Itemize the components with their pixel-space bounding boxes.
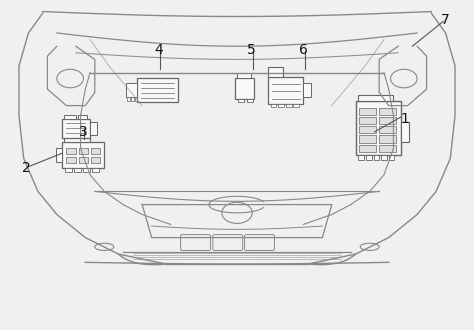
Bar	[286, 104, 292, 107]
Bar	[83, 168, 90, 172]
Text: 4: 4	[155, 43, 163, 56]
Bar	[127, 97, 130, 101]
Bar	[65, 168, 72, 172]
Text: 2: 2	[22, 161, 30, 175]
Bar	[271, 104, 276, 107]
Bar	[389, 155, 394, 160]
Bar	[268, 67, 283, 77]
Bar	[131, 97, 134, 101]
Bar	[359, 126, 376, 133]
Text: 6: 6	[299, 43, 308, 56]
Bar	[62, 142, 104, 168]
Bar	[366, 155, 372, 160]
Bar	[268, 77, 303, 104]
Bar	[381, 155, 387, 160]
Bar	[78, 115, 87, 119]
Bar	[90, 122, 97, 135]
Bar	[91, 157, 100, 163]
Bar	[126, 82, 137, 97]
Bar	[359, 145, 376, 152]
Bar	[92, 168, 99, 172]
Bar	[356, 101, 401, 155]
Bar	[66, 157, 76, 163]
Bar	[91, 148, 100, 154]
Bar	[79, 157, 88, 163]
Bar	[293, 104, 299, 107]
Bar	[379, 145, 396, 152]
Text: 5: 5	[247, 43, 255, 56]
Bar	[401, 122, 409, 142]
Bar	[358, 155, 364, 160]
Bar	[359, 135, 376, 143]
Bar	[64, 115, 76, 119]
Bar	[247, 99, 253, 102]
Text: 3: 3	[79, 125, 87, 139]
Bar	[79, 148, 88, 154]
Bar	[66, 148, 76, 154]
Bar	[379, 126, 396, 133]
Bar	[237, 73, 251, 78]
Bar	[238, 99, 244, 102]
Bar	[135, 97, 137, 101]
Bar	[74, 168, 81, 172]
Bar	[56, 148, 62, 162]
Text: 7: 7	[441, 13, 450, 27]
Bar	[62, 119, 90, 138]
Bar	[235, 78, 254, 99]
Bar	[278, 104, 284, 107]
Text: 1: 1	[401, 112, 410, 126]
Bar	[379, 135, 396, 143]
Bar	[358, 95, 393, 101]
Bar	[359, 117, 376, 124]
Bar	[303, 83, 311, 97]
Bar	[64, 136, 90, 142]
Bar	[379, 108, 396, 115]
Bar	[359, 108, 376, 115]
Bar	[379, 117, 396, 124]
Bar	[374, 155, 379, 160]
Bar	[137, 78, 178, 102]
